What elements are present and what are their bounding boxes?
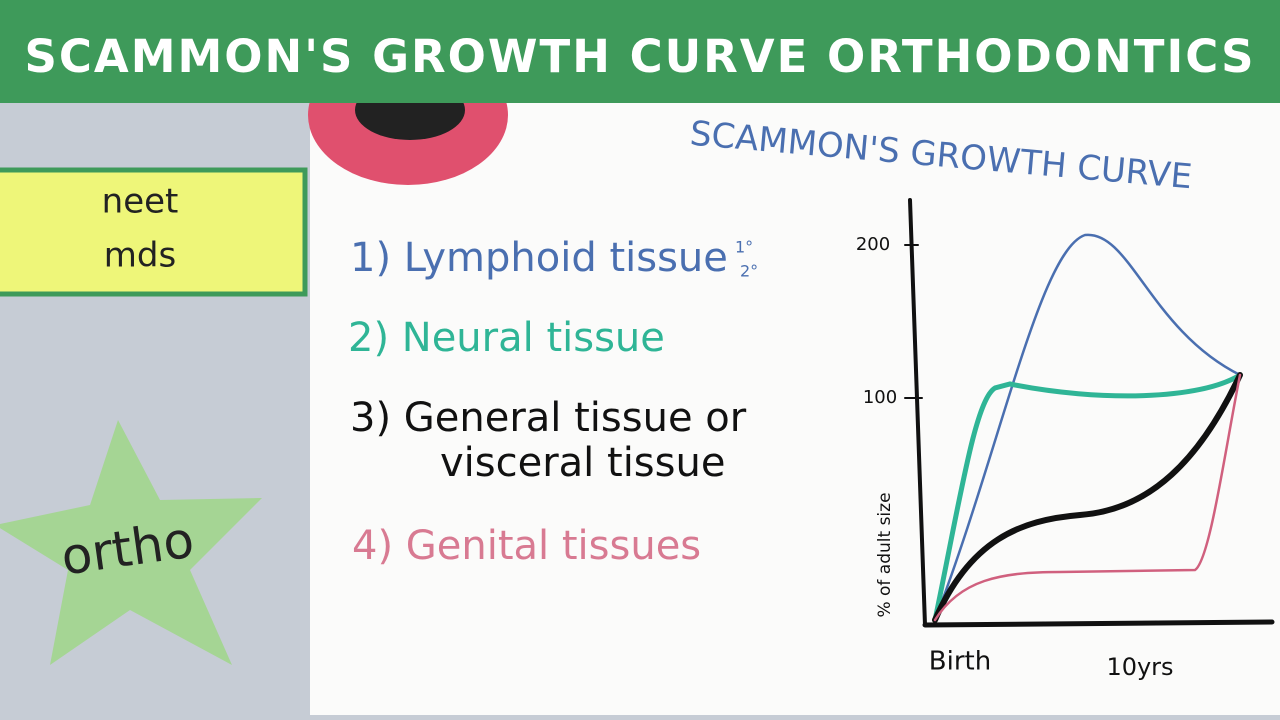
tag: neet xyxy=(102,182,179,222)
y-tick-label: 100 xyxy=(863,387,897,408)
x-tick-label: 10yrs xyxy=(1106,653,1173,681)
y-axis-label: % of adult size xyxy=(875,492,895,617)
header-title: SCAMMON'S GROWTH CURVE ORTHODONTICS xyxy=(24,30,1255,83)
tag: mds xyxy=(104,236,176,276)
x-axis xyxy=(922,619,1275,628)
graph xyxy=(904,198,1275,628)
list-item: 2) Neural tissue xyxy=(348,315,665,361)
whiteboard xyxy=(310,100,1280,715)
general-curve xyxy=(932,372,1243,623)
x-tick-label: Birth xyxy=(929,647,991,677)
tag-box xyxy=(0,167,308,297)
list-item: 1) Lymphoid tissue xyxy=(350,235,728,281)
note: 2° xyxy=(740,262,758,281)
lymphoid-curve xyxy=(933,233,1242,622)
list-item: 3) General tissue or xyxy=(350,395,747,441)
list-item: visceral tissue xyxy=(440,440,725,486)
y-tick xyxy=(904,244,923,399)
header-bar xyxy=(0,0,1280,103)
list-item: 4) Genital tissues xyxy=(352,523,701,569)
note: 1° xyxy=(735,238,753,257)
y-axis xyxy=(908,198,927,627)
y-tick-label: 200 xyxy=(856,234,890,255)
neural-curve xyxy=(932,372,1243,623)
genital-curve xyxy=(933,373,1242,622)
star-badge xyxy=(0,420,262,665)
